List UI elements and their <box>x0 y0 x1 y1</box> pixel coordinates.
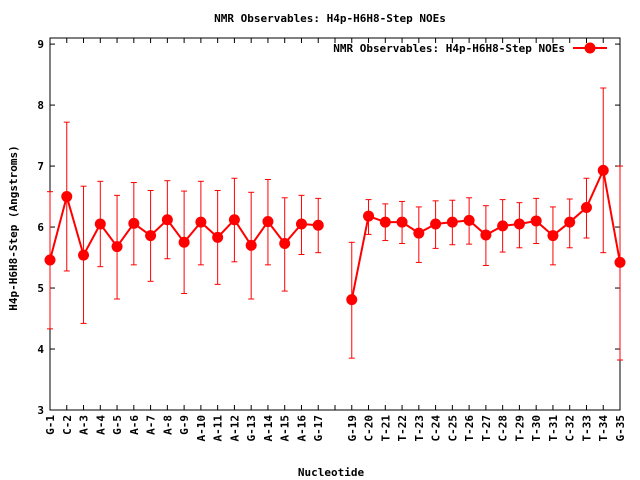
legend: NMR Observables: H4p-H6H8-Step NOEs <box>333 42 607 55</box>
x-tick-label: A-4 <box>94 415 107 435</box>
x-tick-label: T-23 <box>413 415 426 442</box>
x-tick-label: A-3 <box>78 415 91 435</box>
data-point <box>346 294 358 306</box>
x-tick-label: C-2 <box>61 415 74 435</box>
data-point <box>44 254 56 266</box>
data-point <box>245 239 257 251</box>
x-tick-label: A-7 <box>145 415 158 435</box>
x-tick-label: A-8 <box>161 415 174 435</box>
chart-title: NMR Observables: H4p-H6H8-Step NOEs <box>214 12 446 25</box>
x-tick-label: G-35 <box>614 415 627 442</box>
x-tick-label: T-22 <box>396 415 409 442</box>
y-tick-label: 9 <box>37 38 44 51</box>
x-tick-label: G-9 <box>178 415 191 435</box>
data-point <box>178 236 190 248</box>
x-tick-label: T-26 <box>463 415 476 442</box>
x-tick-label: C-24 <box>430 415 443 442</box>
series-lines <box>49 166 621 300</box>
y-tick-label: 4 <box>37 343 44 356</box>
data-point <box>580 202 592 214</box>
data-point <box>128 217 140 229</box>
x-axis-label: Nucleotide <box>298 466 365 479</box>
y-tick-label: 7 <box>37 160 44 173</box>
y-tick-label: 6 <box>37 221 44 234</box>
data-point <box>195 216 207 228</box>
x-tick-label: A-10 <box>195 415 208 442</box>
x-tick-label: C-28 <box>497 415 510 442</box>
data-point <box>61 191 73 203</box>
data-point <box>497 220 509 232</box>
y-axis-label: H4p-H6H8-Step (Angstroms) <box>7 145 20 311</box>
x-tick-label: T-34 <box>597 415 610 442</box>
data-point <box>446 216 458 228</box>
data-point <box>212 231 224 243</box>
data-point <box>161 214 173 226</box>
data-point <box>279 238 291 250</box>
data-point <box>430 218 442 230</box>
x-tick-label: T-21 <box>379 415 392 442</box>
data-point <box>463 214 475 226</box>
data-point <box>94 218 106 230</box>
x-tick-label: A-12 <box>228 415 241 442</box>
x-tick-label: A-16 <box>295 415 308 442</box>
data-point <box>228 214 240 226</box>
x-tick-label: G-13 <box>245 415 258 442</box>
data-point <box>396 216 408 228</box>
data-point <box>530 215 542 227</box>
axis-ticks: 3 4 5 6 7 8 9 G-1 C-2 A-3 A-4 G-5 A-6 A-7 A-8 G-9 A-10 A-… <box>37 38 627 442</box>
data-point <box>78 249 90 261</box>
x-tick-label: T-27 <box>480 415 493 442</box>
x-tick-label: A-14 <box>262 415 275 442</box>
x-tick-label: A-11 <box>212 415 225 442</box>
data-point <box>363 210 375 222</box>
data-point <box>312 219 324 231</box>
x-tick-label: A-6 <box>128 415 141 435</box>
data-point <box>379 216 391 228</box>
x-tick-label: T-31 <box>547 415 560 442</box>
x-tick-label: G-19 <box>346 415 359 442</box>
x-tick-label: C-20 <box>363 415 376 442</box>
data-point <box>295 218 307 230</box>
x-tick-label: G-1 <box>44 415 57 435</box>
x-tick-label: C-25 <box>446 415 459 442</box>
x-tick-label: C-32 <box>564 415 577 442</box>
data-point <box>597 164 609 176</box>
data-points <box>44 164 626 306</box>
x-tick-label: T-29 <box>513 415 526 442</box>
data-point <box>564 216 576 228</box>
data-point <box>480 229 492 241</box>
data-point <box>111 241 123 253</box>
data-point <box>262 216 274 228</box>
x-tick-label: G-5 <box>111 415 124 435</box>
x-tick-label: T-30 <box>530 415 543 442</box>
data-point <box>413 227 425 239</box>
legend-label: NMR Observables: H4p-H6H8-Step NOEs <box>333 42 565 55</box>
x-tick-label: T-33 <box>580 415 593 442</box>
data-point <box>614 256 626 268</box>
legend-marker <box>584 42 596 54</box>
data-point <box>145 230 157 242</box>
x-tick-label: G-17 <box>312 415 325 442</box>
data-point <box>513 218 525 230</box>
data-point <box>547 230 559 242</box>
y-tick-label: 5 <box>37 282 44 295</box>
y-tick-label: 3 <box>37 404 44 417</box>
x-tick-label: A-15 <box>279 415 292 442</box>
y-tick-label: 8 <box>37 99 44 112</box>
